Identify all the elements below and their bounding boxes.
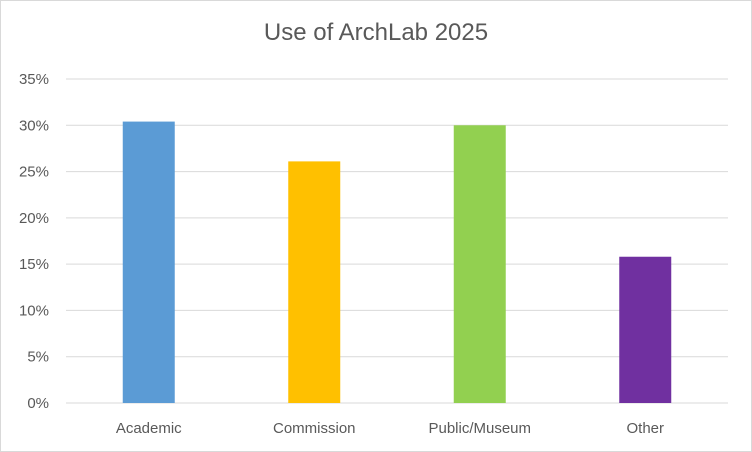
y-tick-label: 10% — [19, 302, 49, 319]
y-tick-label: 35% — [19, 71, 49, 88]
y-tick-label: 20% — [19, 210, 49, 227]
y-tick-label: 25% — [19, 164, 49, 181]
y-tick-label: 30% — [19, 117, 49, 134]
bar-commission — [288, 161, 341, 403]
x-tick-label: Commission — [273, 420, 356, 437]
bar-public-museum — [453, 125, 506, 404]
x-tick-label: Public/Museum — [428, 420, 531, 437]
y-tick-label: 15% — [19, 256, 49, 273]
gridlines — [66, 78, 728, 404]
bar-academic — [122, 121, 175, 403]
x-tick-label: Academic — [116, 420, 182, 437]
bars — [122, 121, 672, 404]
bar-other — [619, 256, 672, 403]
y-tick-label: 5% — [27, 349, 49, 366]
x-tick-label: Other — [626, 420, 664, 437]
y-axis-tick-labels: 0% 5% 10% 15% 20% 25% 30% 35% — [19, 71, 49, 412]
y-tick-label: 0% — [27, 395, 49, 412]
x-axis-tick-labels: Academic Commission Public/Museum Other — [116, 420, 664, 437]
chart-title: Use of ArchLab 2025 — [263, 19, 489, 46]
